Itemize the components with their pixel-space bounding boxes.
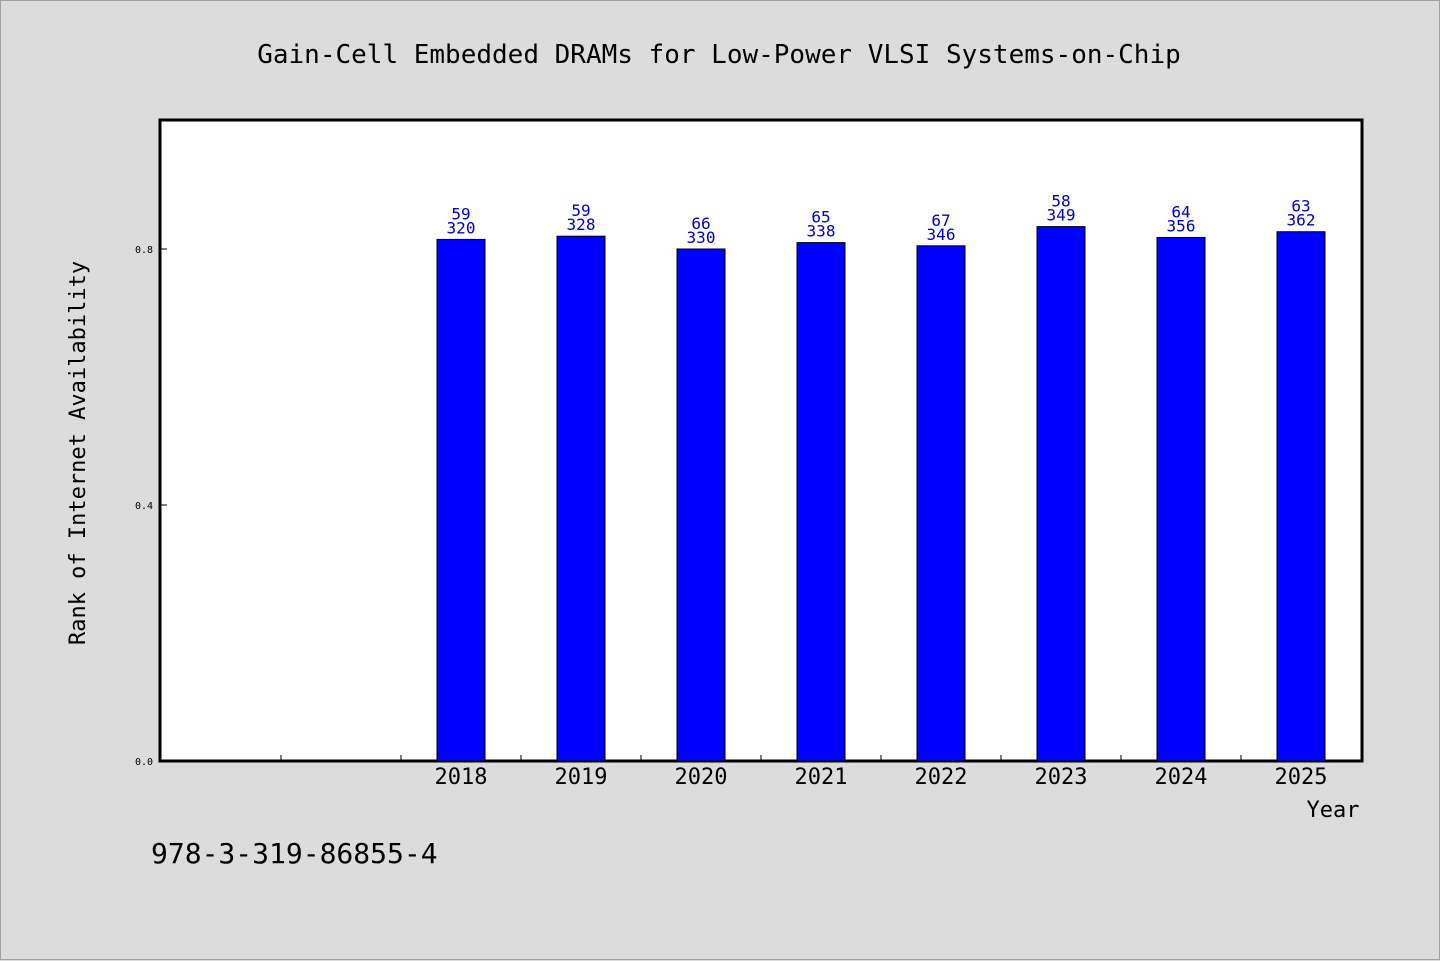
x-tick-label: 2018 [435, 765, 488, 790]
x-tick-labels-group: 2018 2019 2020 2021 2022 2023 2024 2025 [435, 765, 1328, 790]
bar-label-bottom: 330 [687, 228, 716, 247]
bar-label-bottom: 356 [1167, 216, 1196, 235]
bar-2022 [916, 245, 966, 762]
y-tick-label: 0.4 [135, 501, 153, 512]
bar-2024 [1156, 236, 1206, 762]
isbn-footnote: 978-3-319-86855-4 [151, 837, 438, 870]
x-ticks-group [280, 755, 1242, 761]
x-tick-label: 2025 [1275, 765, 1328, 790]
y-ticks-group: 0.0 0.4 0.8 [135, 245, 167, 768]
bar-2020 [676, 248, 726, 762]
y-tick-label: 0.8 [135, 245, 153, 256]
bar-label-top: 58 [1051, 192, 1070, 211]
bar-label-top: 67 [931, 211, 950, 230]
y-tick-label: 0.0 [135, 757, 153, 768]
bar-label-top: 59 [571, 201, 590, 220]
bar-label-top: 63 [1291, 197, 1310, 216]
bar-label-top: 66 [691, 214, 710, 233]
bar-label-top: 59 [451, 204, 470, 223]
x-tick-label: 2021 [795, 765, 848, 790]
x-tick-label: 2020 [675, 765, 728, 790]
bar-2018 [436, 238, 486, 762]
x-tick-label: 2019 [555, 765, 608, 790]
x-axis-title: Year [1307, 798, 1360, 823]
bar-label-top: 65 [811, 208, 830, 227]
bar-label-bottom: 346 [927, 225, 956, 244]
bar-label-top: 64 [1171, 202, 1190, 221]
bar-2019 [556, 235, 606, 762]
x-tick-label: 2022 [915, 765, 968, 790]
bar-label-bottom: 349 [1047, 206, 1076, 225]
y-axis-title: Rank of Internet Availability [66, 261, 91, 645]
bar-2023 [1036, 226, 1086, 762]
bar-label-bottom: 362 [1287, 211, 1316, 230]
x-tick-label: 2024 [1155, 765, 1208, 790]
x-tick-label: 2023 [1035, 765, 1088, 790]
bar-label-bottom: 328 [567, 215, 596, 234]
bar-2025 [1276, 231, 1326, 762]
bars-group [436, 226, 1326, 762]
bar-2021 [796, 242, 846, 762]
bar-label-bottom: 338 [807, 222, 836, 241]
chart-title: Gain-Cell Embedded DRAMs for Low-Power V… [257, 40, 1181, 70]
bar-label-bottom: 320 [447, 218, 476, 237]
